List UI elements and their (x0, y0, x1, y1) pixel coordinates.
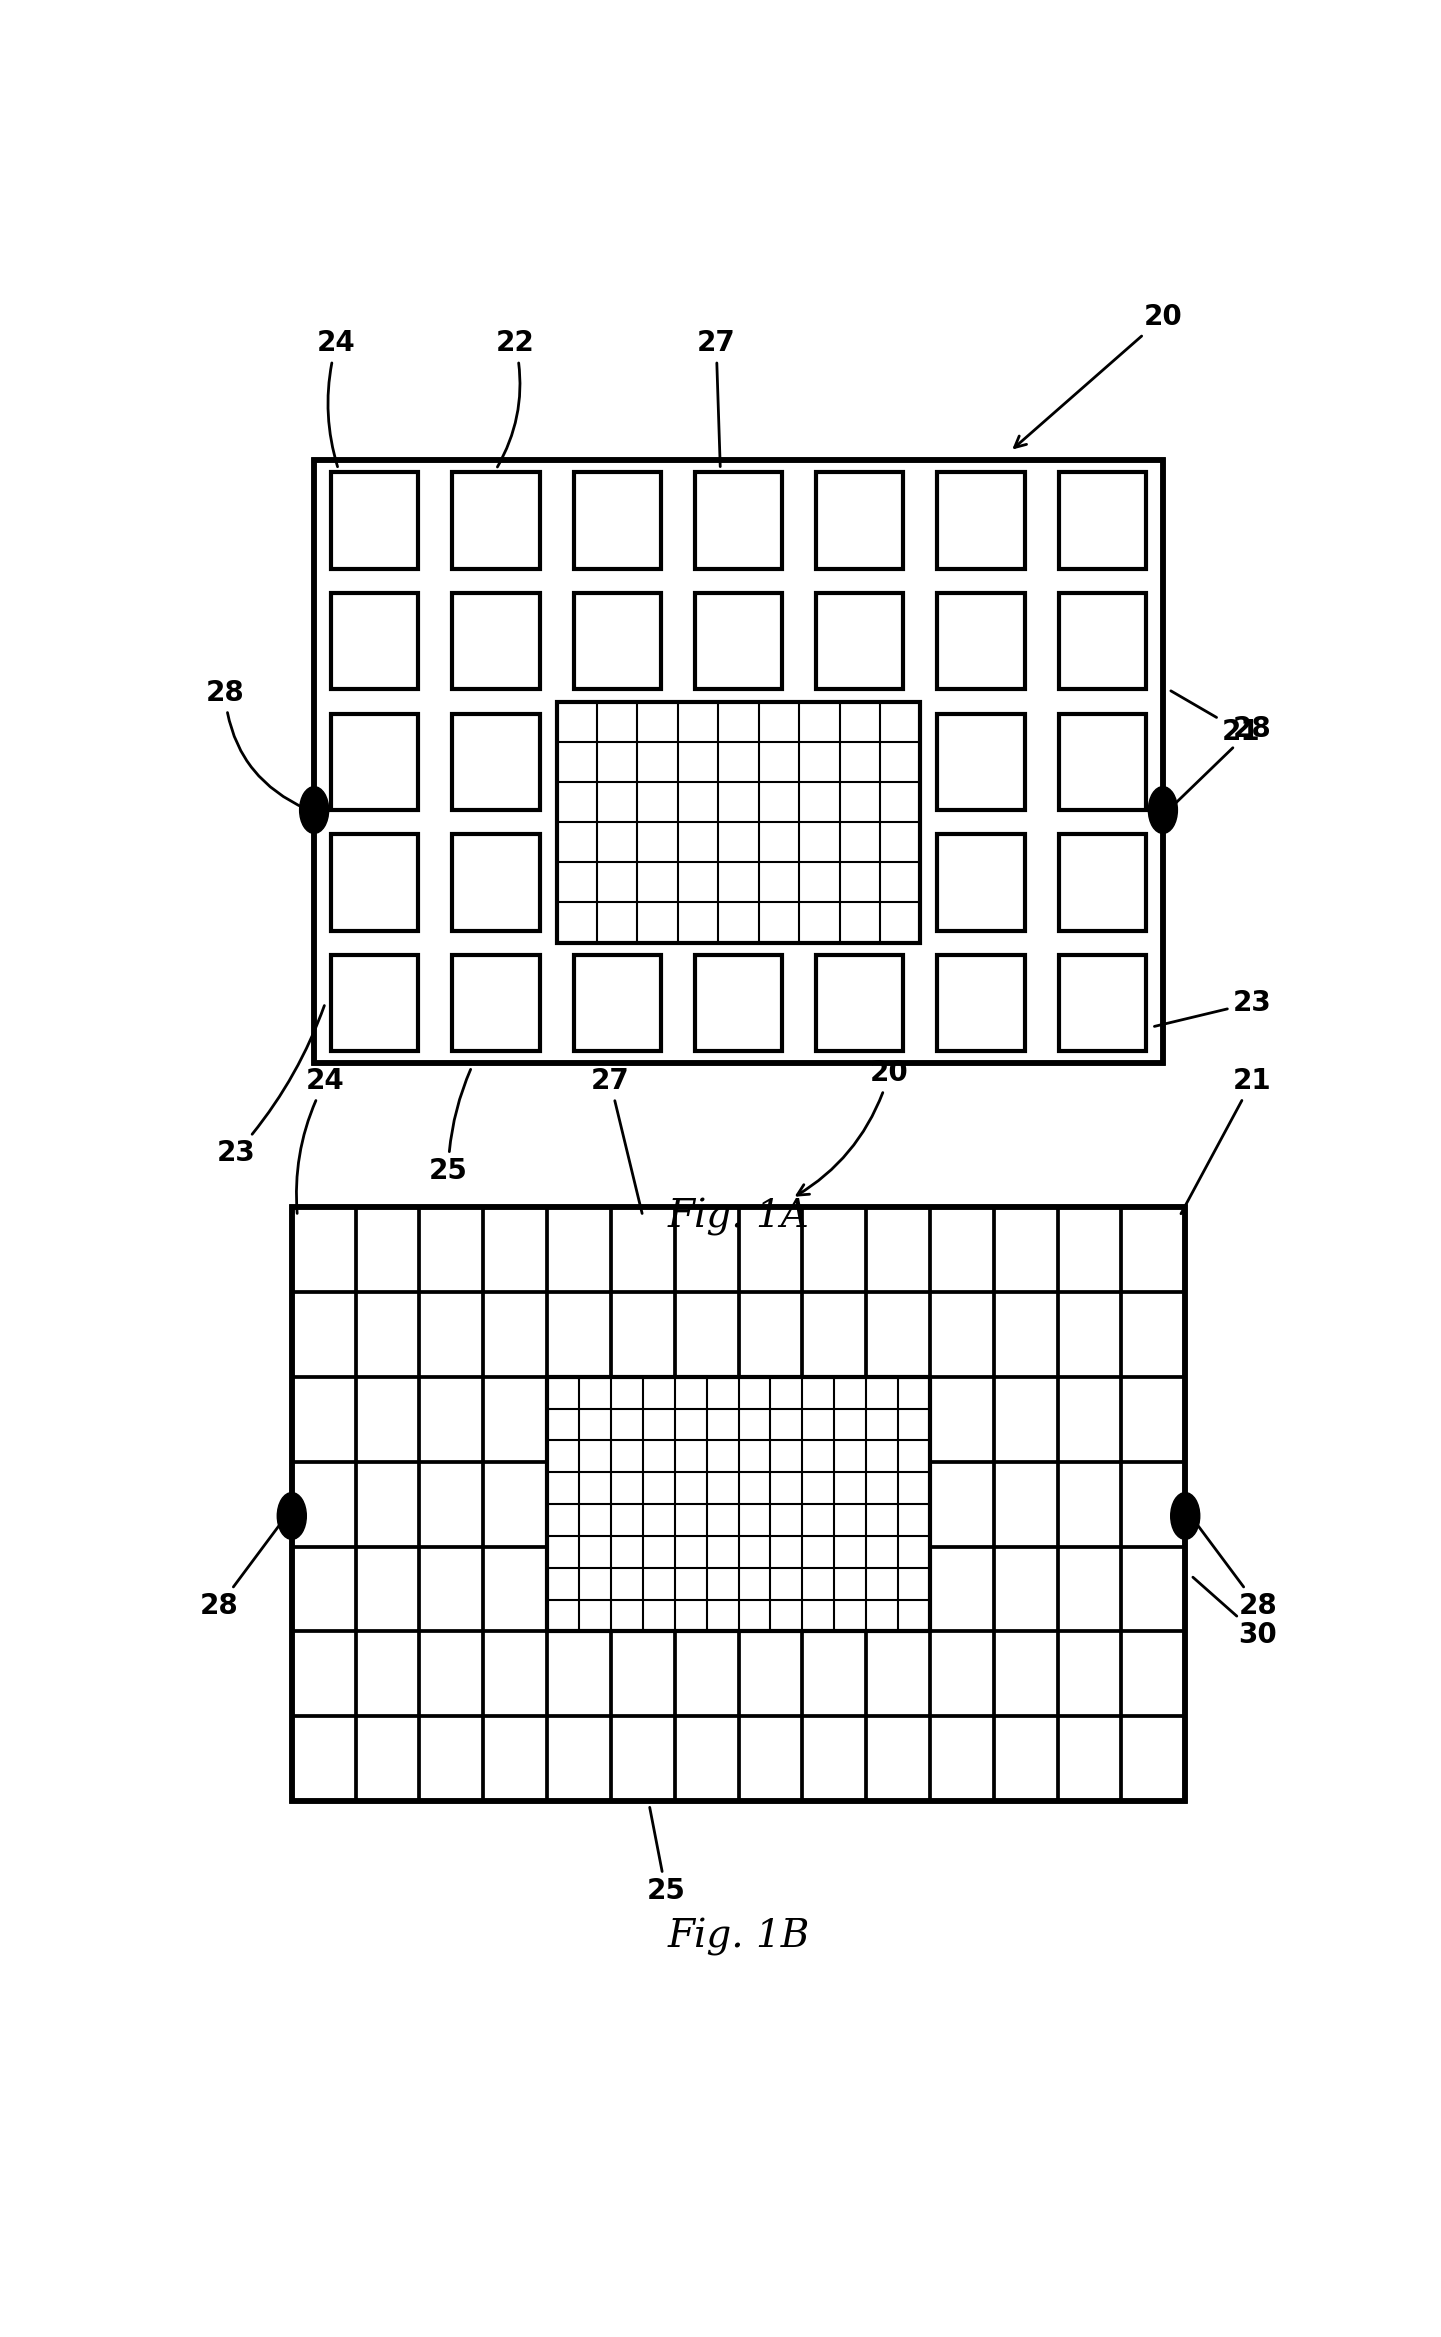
Bar (574, 472, 661, 568)
Circle shape (300, 788, 329, 834)
Bar (695, 472, 782, 568)
Bar (452, 594, 540, 689)
Circle shape (277, 1493, 307, 1540)
Bar (937, 472, 1025, 568)
Bar (816, 472, 904, 568)
Text: 28: 28 (206, 680, 305, 809)
Bar (937, 594, 1025, 689)
Bar (1059, 713, 1146, 811)
Text: 21: 21 (1172, 692, 1261, 746)
Text: Fig. 1B: Fig. 1B (667, 1919, 810, 1956)
Bar (937, 713, 1025, 811)
Text: 24: 24 (297, 1068, 344, 1213)
Bar (1059, 472, 1146, 568)
Bar (695, 956, 782, 1052)
Bar (695, 594, 782, 689)
Bar (548, 1376, 929, 1631)
Bar (937, 956, 1025, 1052)
Bar (331, 834, 418, 930)
Text: 28: 28 (1193, 1519, 1277, 1620)
Bar (314, 460, 1163, 1063)
Text: 25: 25 (429, 1070, 471, 1185)
Bar (1059, 956, 1146, 1052)
Bar (816, 594, 904, 689)
Bar (331, 713, 418, 811)
Circle shape (1148, 788, 1177, 834)
Text: 27: 27 (697, 330, 735, 467)
Bar (1059, 594, 1146, 689)
Text: 21: 21 (1182, 1068, 1271, 1213)
Bar (452, 472, 540, 568)
Circle shape (1170, 1493, 1200, 1540)
Bar (548, 1376, 929, 1631)
Bar (937, 834, 1025, 930)
Bar (816, 956, 904, 1052)
Text: Fig. 1A: Fig. 1A (667, 1199, 810, 1236)
Text: 27: 27 (591, 1068, 643, 1213)
Text: 23: 23 (216, 1005, 324, 1166)
Bar (452, 956, 540, 1052)
Text: 25: 25 (647, 1807, 686, 1905)
Text: 22: 22 (496, 330, 535, 467)
Text: 20: 20 (797, 1059, 909, 1194)
Text: 20: 20 (1014, 304, 1182, 446)
Bar (574, 594, 661, 689)
Text: 28: 28 (200, 1519, 284, 1620)
Bar (314, 460, 1163, 1063)
Text: 28: 28 (1170, 715, 1271, 809)
Bar (291, 1208, 1185, 1802)
Bar (1059, 834, 1146, 930)
Bar (331, 956, 418, 1052)
Text: 30: 30 (1193, 1577, 1277, 1648)
Bar (556, 701, 921, 942)
Text: 24: 24 (317, 330, 356, 467)
Bar (331, 472, 418, 568)
Bar (556, 701, 921, 942)
Bar (331, 594, 418, 689)
Bar (574, 956, 661, 1052)
Bar (452, 713, 540, 811)
Bar (452, 834, 540, 930)
Bar (291, 1208, 1185, 1802)
Text: 23: 23 (1154, 989, 1271, 1026)
